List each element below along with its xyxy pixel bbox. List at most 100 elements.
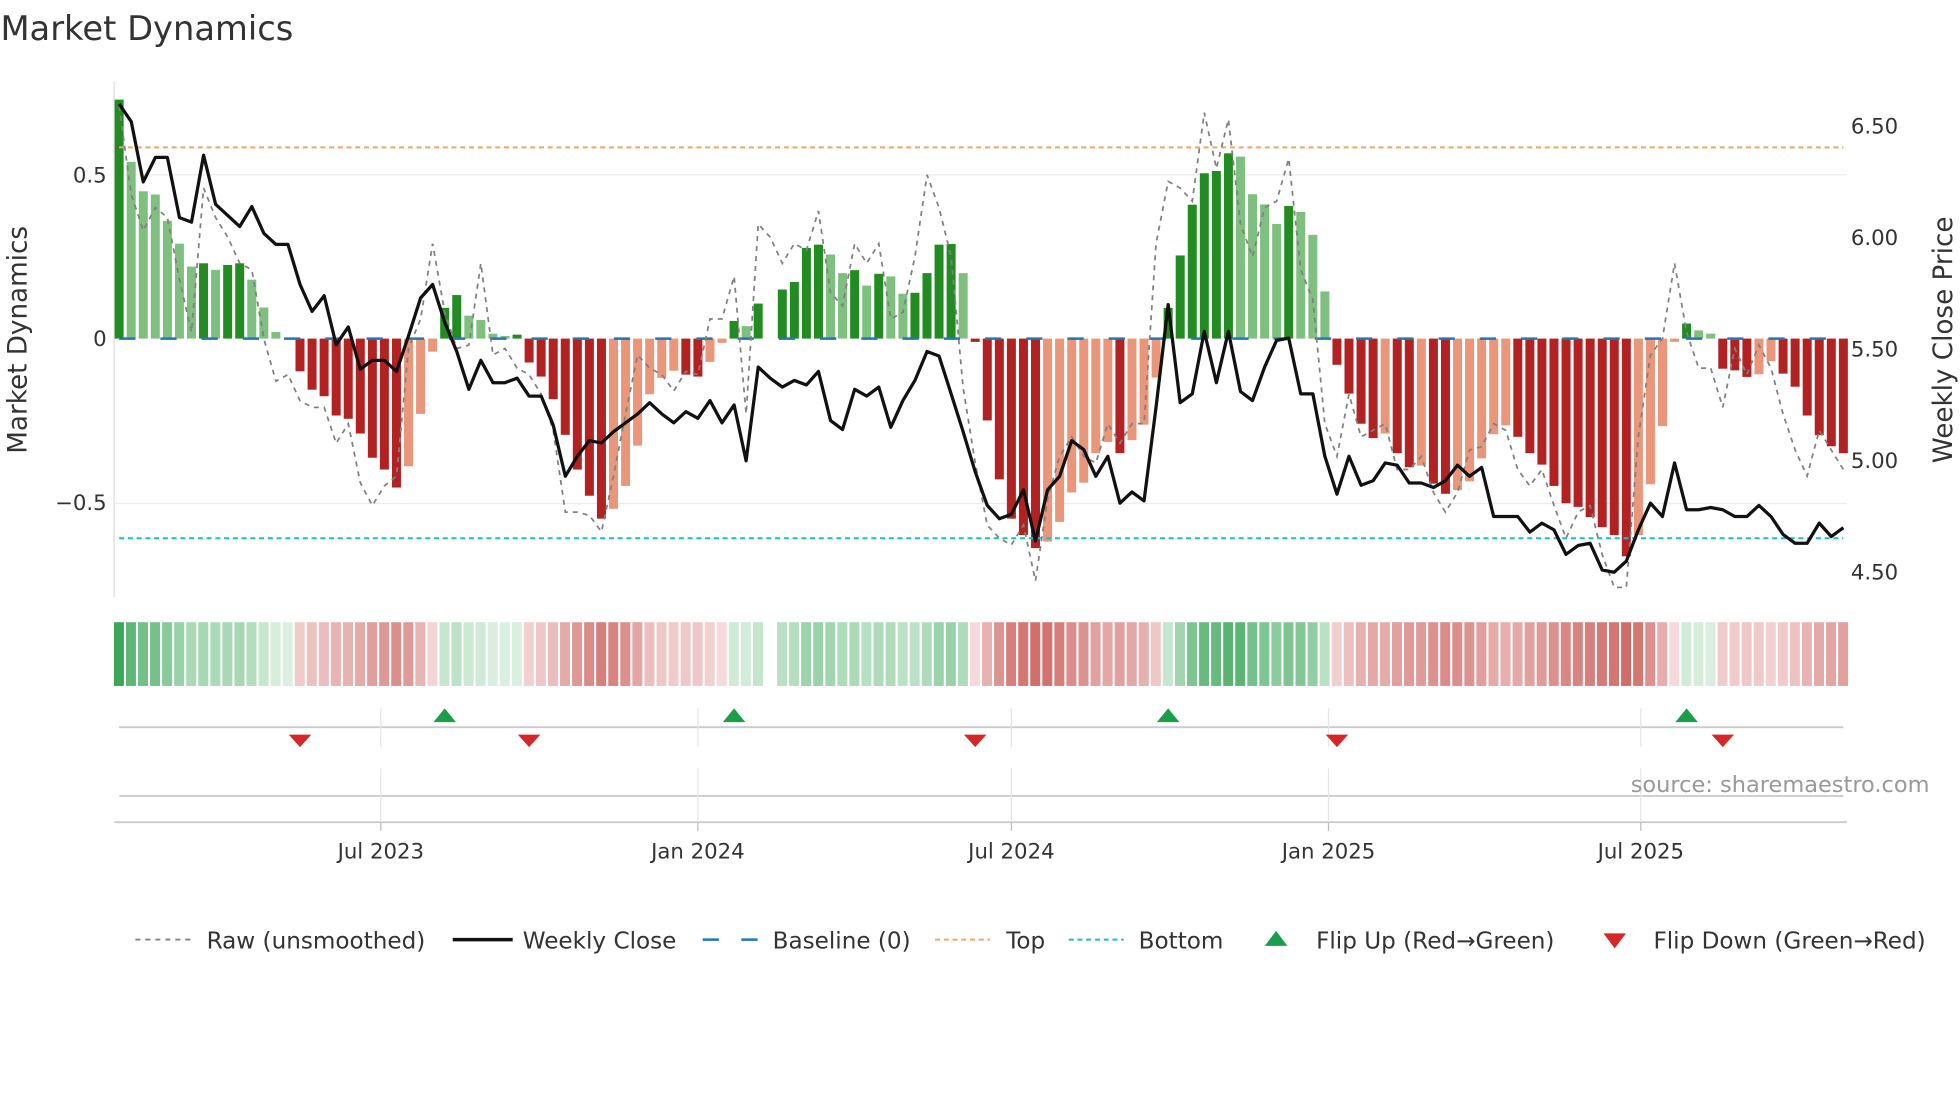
dynamics-strip-cell (1078, 622, 1089, 686)
dynamics-strip-cell (1126, 622, 1137, 686)
dynamics-strip-cell (487, 622, 498, 686)
dynamics-strip-cell (1753, 622, 1764, 686)
dynamics-strip-cell (463, 622, 474, 686)
dynamics-strip-cell (282, 622, 293, 686)
dynamics-strip-cell (1826, 622, 1837, 686)
dynamics-bar (1284, 206, 1294, 339)
legend: Raw (unsmoothed) Weekly Close Baseline (… (135, 928, 1926, 954)
flip-down-marker (963, 734, 987, 748)
dynamics-strip-cell (367, 622, 378, 686)
dynamics-strip-cell (1717, 622, 1728, 686)
dynamics-strip-cell (982, 622, 993, 686)
dynamics-bar (886, 276, 896, 339)
dynamics-bar (1440, 338, 1450, 494)
legend-top-label: Top (1005, 928, 1045, 954)
dynamics-bar (1139, 338, 1149, 425)
dynamics-strip-cell (1488, 622, 1499, 686)
dynamics-strip-cell (1174, 622, 1185, 686)
dynamics-strip-cell (1789, 622, 1800, 686)
dynamics-strip-cell (1355, 622, 1366, 686)
dynamics-bar (1332, 338, 1342, 365)
dynamics-bar (186, 266, 196, 339)
dynamics-bar (826, 254, 836, 339)
dynamics-strip-cell (620, 622, 631, 686)
dynamics-strip-cell (294, 622, 305, 686)
dynamics-bar (850, 270, 860, 339)
dynamics-bar (126, 161, 136, 339)
dynamics-bar (922, 273, 932, 339)
dynamics-strip-cell (355, 622, 366, 686)
dynamics-bar (1055, 338, 1065, 522)
dynamics-bar (1549, 338, 1559, 486)
dynamics-strip-cell (234, 622, 245, 686)
dynamics-bar (355, 338, 365, 434)
dynamics-strip-cell (945, 622, 956, 686)
dynamics-bar (1018, 338, 1028, 536)
dynamics-bar (223, 264, 233, 339)
dynamics-strip-cell (1813, 622, 1824, 686)
dynamics-bar (1465, 338, 1475, 482)
dynamics-bar (1597, 338, 1607, 528)
dynamics-strip-cell (668, 622, 679, 686)
dynamics-bar (379, 338, 389, 470)
dynamics-strip-cell (752, 622, 763, 686)
dynamics-bar (1296, 211, 1306, 339)
grid (113, 81, 1848, 824)
dynamics-bar (1428, 338, 1438, 484)
dynamics-strip-cell (186, 622, 197, 686)
dynamics-bar (596, 338, 606, 519)
dynamics-strip-cell (716, 622, 727, 686)
weekly-close-line (117, 103, 1845, 574)
dynamics-bar (247, 279, 257, 339)
legend-flip-down-label: Flip Down (Green→Red) (1653, 928, 1925, 954)
dynamics-strip-cell (825, 622, 836, 686)
dynamics-strip-cell (1777, 622, 1788, 686)
dynamics-bar (1223, 153, 1233, 339)
dynamics-strip-cell (1367, 622, 1378, 686)
dynamics-strip-cell (427, 622, 438, 686)
dynamics-bar (681, 338, 691, 375)
dynamics-strip-cell (1428, 622, 1439, 686)
dynamics-bar (1031, 338, 1041, 549)
dynamics-strip-cell (1657, 622, 1668, 686)
legend-baseline-label: Baseline (0) (773, 928, 911, 954)
dynamics-bar (717, 338, 727, 343)
dynamics-bar (1489, 338, 1499, 435)
dynamics-bar (1670, 338, 1680, 342)
dynamics-strip-cell (813, 622, 824, 686)
dynamics-strip-cell (704, 622, 715, 686)
legend-close-label: Weekly Close (523, 928, 677, 954)
dynamics-strip-cell (318, 622, 329, 686)
dynamics-strip-cell (1512, 622, 1523, 686)
dynamics-bar (1187, 204, 1197, 339)
dynamics-bar (1802, 338, 1812, 416)
dynamics-bar (259, 307, 269, 339)
dynamics-bar (934, 244, 944, 339)
dynamics-strip-cell (1247, 622, 1258, 686)
dynamics-strip-cell (1560, 622, 1571, 686)
dynamics-strip-cell (198, 622, 209, 686)
dynamics-bar (1404, 338, 1414, 468)
dynamics-bar (1730, 338, 1740, 371)
flip-down-marker (288, 734, 312, 748)
dynamics-strip-cell (632, 622, 643, 686)
dynamics-bar (1609, 338, 1619, 536)
dynamics-bar (199, 263, 209, 339)
legend-raw-label: Raw (unsmoothed) (207, 928, 426, 954)
dynamics-strip-cell (1729, 622, 1740, 686)
dynamics-bar (1525, 338, 1535, 454)
dynamics-bar (536, 338, 546, 377)
dynamics-bar (946, 243, 956, 339)
dynamics-strip-cell (1404, 622, 1415, 686)
y-tick-label-right: 4.50 (1851, 561, 1898, 586)
dynamics-strip-cell (1765, 622, 1776, 686)
dynamics-strip-cell (1114, 622, 1125, 686)
dynamics-bar (1766, 338, 1776, 362)
dynamics-strip-cell (1102, 622, 1113, 686)
dynamics-bar (476, 319, 486, 339)
dynamics-strip-cell (1693, 622, 1704, 686)
dynamics-bar (1248, 194, 1258, 339)
dynamics-bar (1621, 338, 1631, 557)
dynamics-bar (162, 220, 172, 339)
dynamics-strip-cell (1440, 622, 1451, 686)
